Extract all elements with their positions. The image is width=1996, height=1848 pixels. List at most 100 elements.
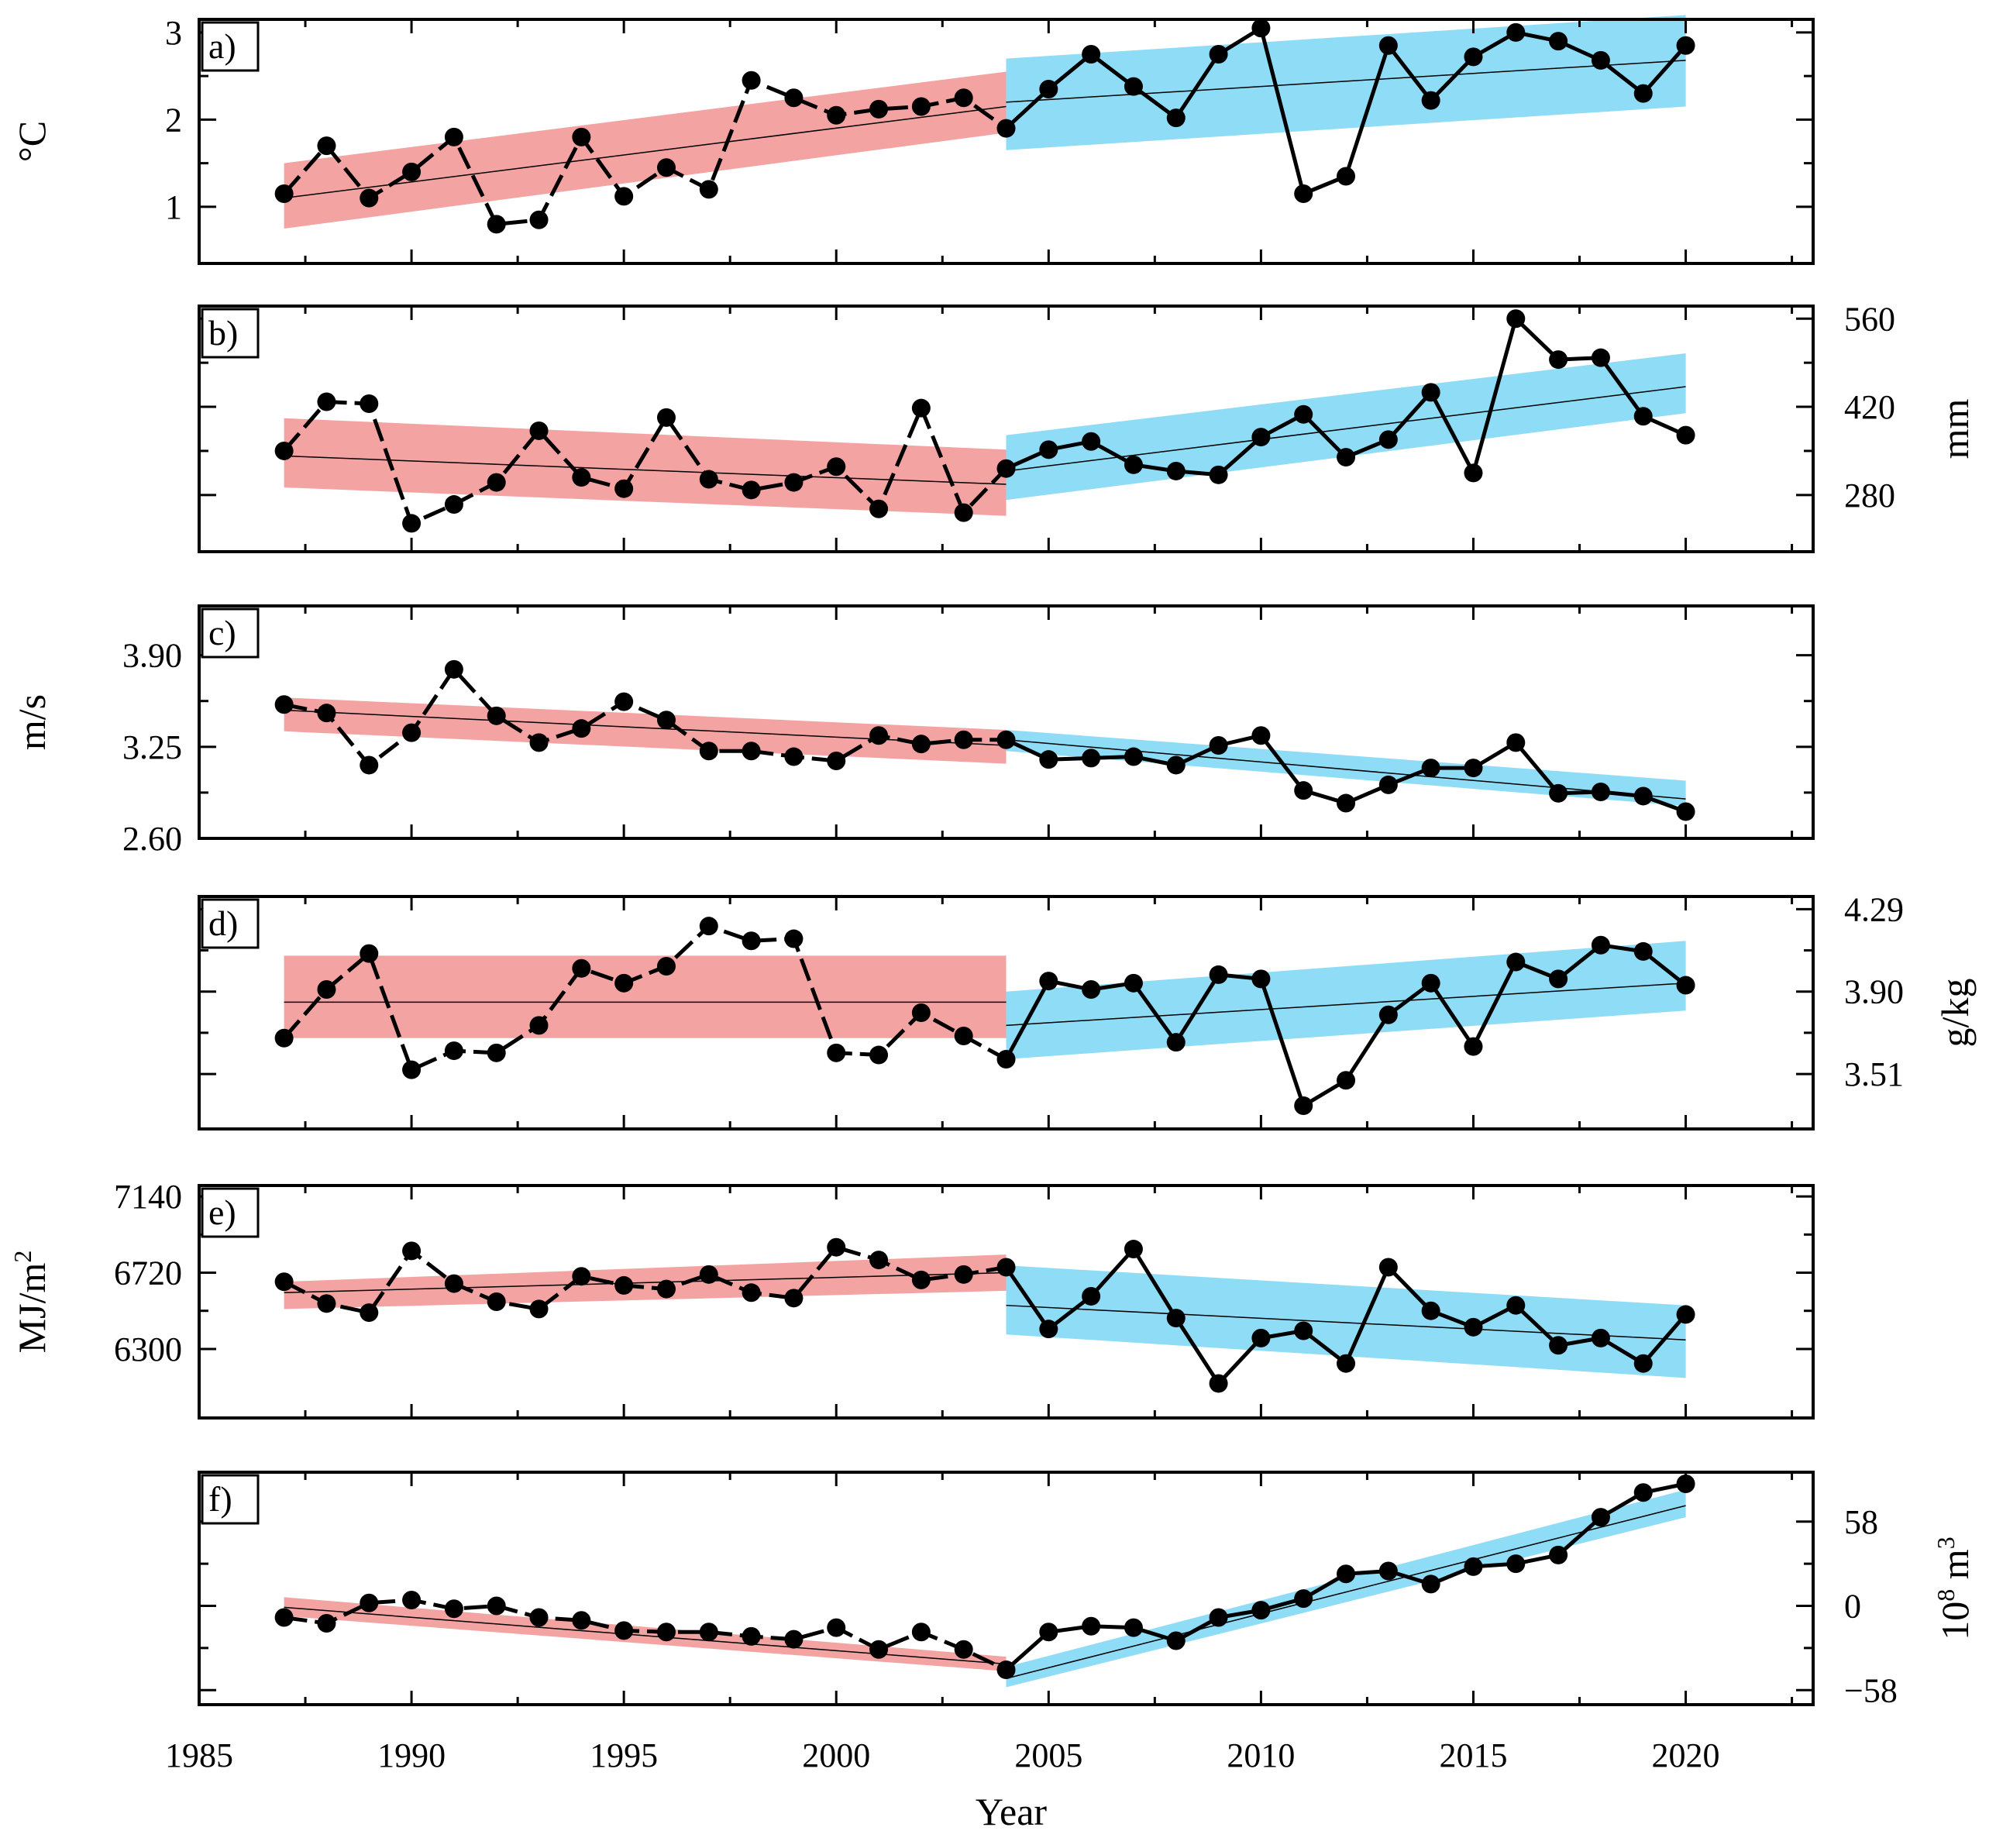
e-point-1987 bbox=[274, 1272, 294, 1292]
c-point-1989 bbox=[360, 755, 379, 775]
c-ytick-label-2: 3.90 bbox=[122, 637, 182, 675]
d-trend-early-band bbox=[284, 955, 1007, 1038]
a-point-1987 bbox=[274, 184, 294, 203]
f-point-2016 bbox=[1506, 1554, 1526, 1574]
e-point-2003 bbox=[954, 1265, 973, 1284]
f-point-1997 bbox=[699, 1623, 718, 1642]
d-point-2019 bbox=[1633, 941, 1653, 961]
x-axis: 1985 1990 1995 2000 2005 2010 2015 2020 bbox=[165, 1736, 1720, 1774]
b-point-2001 bbox=[869, 499, 889, 518]
b-point-2010 bbox=[1251, 428, 1271, 447]
x-tick-label-1995: 1995 bbox=[590, 1736, 658, 1774]
f-point-1995 bbox=[614, 1621, 634, 1640]
f-point-2000 bbox=[827, 1618, 846, 1637]
a-point-2015 bbox=[1464, 47, 1483, 67]
d-point-2014 bbox=[1421, 973, 1440, 993]
a-ytick-label-2: 3 bbox=[165, 14, 182, 52]
c-point-2006 bbox=[1082, 748, 1101, 768]
c-point-1999 bbox=[784, 747, 804, 766]
a-point-2020 bbox=[1676, 36, 1695, 55]
a-point-1994 bbox=[572, 127, 591, 146]
c-trend-early-band bbox=[284, 697, 1007, 764]
a-trend-early-line bbox=[284, 105, 1007, 199]
d-point-2004 bbox=[996, 1050, 1016, 1069]
e-point-2005 bbox=[1039, 1320, 1058, 1339]
e-trend-late-line bbox=[1006, 1304, 1686, 1340]
c-point-2010 bbox=[1251, 726, 1271, 745]
c-point-1993 bbox=[529, 733, 549, 752]
b-trend-early-line bbox=[284, 455, 1007, 485]
e-unit-sup: 2 bbox=[9, 1251, 36, 1263]
e-point-2000 bbox=[827, 1237, 846, 1257]
f-panel-label-box bbox=[201, 1474, 260, 1525]
e-point-2018 bbox=[1591, 1328, 1610, 1347]
c-point-2014 bbox=[1421, 759, 1440, 778]
c-panel-label-text: c) bbox=[208, 613, 236, 652]
a-unit-label: °C bbox=[10, 121, 53, 162]
c-trend-late-band bbox=[1006, 730, 1686, 807]
c-ytick-label-0: 2.60 bbox=[122, 820, 182, 858]
b-point-2003 bbox=[954, 503, 973, 522]
c-panel-label: c) bbox=[201, 607, 260, 659]
c-point-2015 bbox=[1464, 759, 1483, 778]
b-ytick-label-0: 280 bbox=[1844, 477, 1895, 514]
e-point-1988 bbox=[317, 1294, 336, 1313]
d-point-2018 bbox=[1591, 935, 1610, 955]
a-panel-label: a) bbox=[201, 21, 260, 72]
d-point-1989 bbox=[360, 944, 379, 963]
e-point-1999 bbox=[784, 1289, 804, 1308]
a-point-2007 bbox=[1124, 77, 1143, 96]
e-point-2009 bbox=[1209, 1374, 1228, 1393]
b-ytick-label-2: 560 bbox=[1844, 300, 1895, 338]
c-point-2020 bbox=[1676, 802, 1695, 821]
e-point-1995 bbox=[614, 1275, 634, 1295]
c-point-1998 bbox=[742, 742, 761, 761]
panels: 123 a)°C280420560b)mm2.603.253.90c)m/s3.5… bbox=[9, 14, 1977, 1709]
f-plot-frame bbox=[198, 1471, 1815, 1706]
e-point-2012 bbox=[1337, 1354, 1356, 1373]
f-point-2006 bbox=[1082, 1616, 1101, 1636]
panel-e: 6300 6720 7140 e) MJ/m2 bbox=[9, 1178, 1815, 1420]
c-unit-text: m/s bbox=[10, 694, 53, 750]
d-point-1988 bbox=[317, 980, 336, 999]
d-point-2010 bbox=[1251, 969, 1271, 989]
a-point-2008 bbox=[1166, 108, 1186, 128]
f-point-2009 bbox=[1209, 1608, 1228, 1627]
a-trend-late-band bbox=[1006, 15, 1686, 150]
a-point-2001 bbox=[869, 99, 889, 119]
d-point-2015 bbox=[1464, 1037, 1483, 1056]
x-tick-label-2005: 2005 bbox=[1014, 1736, 1082, 1774]
e-point-2007 bbox=[1124, 1240, 1143, 1259]
d-point-2017 bbox=[1549, 969, 1568, 989]
f-point-1990 bbox=[402, 1591, 422, 1609]
c-point-2017 bbox=[1549, 783, 1568, 803]
f-trend-early-line bbox=[284, 1606, 1007, 1665]
b-point-2016 bbox=[1506, 309, 1526, 329]
f-trend-late-line bbox=[1006, 1505, 1686, 1679]
b-panel-label: b) bbox=[201, 308, 260, 359]
e-point-2002 bbox=[911, 1270, 931, 1289]
b-point-2018 bbox=[1591, 348, 1610, 367]
b-point-2017 bbox=[1549, 350, 1568, 370]
x-axis-title: Year bbox=[976, 1790, 1047, 1833]
x-tick-label-1990: 1990 bbox=[377, 1736, 446, 1774]
c-point-2009 bbox=[1209, 736, 1228, 755]
e-point-2014 bbox=[1421, 1301, 1440, 1320]
a-point-1989 bbox=[360, 188, 379, 208]
d-ytick-label-0: 3.51 bbox=[1844, 1055, 1904, 1093]
d-point-1992 bbox=[487, 1043, 506, 1062]
b-point-2013 bbox=[1378, 430, 1398, 449]
d-point-1996 bbox=[656, 957, 676, 976]
d-point-2002 bbox=[911, 1003, 931, 1022]
b-trend-late-band bbox=[1006, 353, 1686, 501]
f-point-2011 bbox=[1294, 1589, 1313, 1609]
f-point-1993 bbox=[529, 1608, 549, 1627]
c-point-2001 bbox=[869, 726, 889, 745]
e-point-2008 bbox=[1166, 1309, 1186, 1328]
a-point-1997 bbox=[699, 180, 718, 199]
b-point-1997 bbox=[699, 470, 718, 489]
f-point-1994 bbox=[572, 1611, 591, 1630]
f-point-2005 bbox=[1039, 1623, 1058, 1642]
b-point-1993 bbox=[529, 421, 549, 440]
f-point-2004 bbox=[996, 1660, 1016, 1679]
